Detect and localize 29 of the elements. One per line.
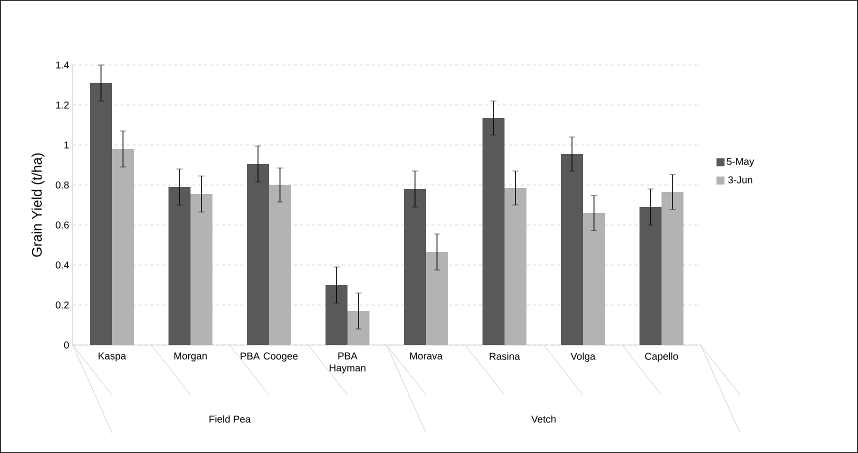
x-tick-label: Volga: [570, 352, 596, 362]
y-tick-label: 1.2: [56, 102, 69, 108]
y-tick-label: 1.4: [56, 62, 69, 68]
bar: [168, 187, 190, 345]
y-tick-label: 0.4: [56, 261, 69, 269]
text: Vetch: [531, 415, 556, 423]
x-tick-label: Morava: [410, 352, 443, 360]
legend-label: 3-Jun: [728, 176, 752, 184]
text: Field Pea: [210, 415, 251, 423]
bar: [640, 207, 662, 345]
y-tick-label: 0.2: [56, 301, 69, 309]
y-tick-label: 0: [64, 341, 69, 349]
x-tick-label: Morgan: [174, 352, 207, 362]
x-tick-label: Kaspa: [98, 352, 126, 362]
bar: [404, 189, 426, 345]
y-tick-label: 0.8: [56, 181, 69, 189]
y-tick-label: 1: [64, 142, 69, 148]
bar: [247, 164, 269, 345]
bar: [561, 154, 583, 345]
bar: [90, 82, 112, 345]
x-tick-label: PBA Coogee: [240, 352, 298, 362]
y-tick-label: 0.6: [56, 221, 69, 229]
legend-label: 5-May: [726, 158, 754, 167]
y-axis-title: Grain Yield (t/ha): [32, 153, 45, 257]
x-tick-label: PBA Hayman: [330, 352, 366, 374]
bar: [482, 118, 504, 345]
x-tick-label: Capello: [645, 352, 678, 362]
x-tick-label: Rasina: [490, 352, 520, 360]
bar: [326, 285, 348, 345]
